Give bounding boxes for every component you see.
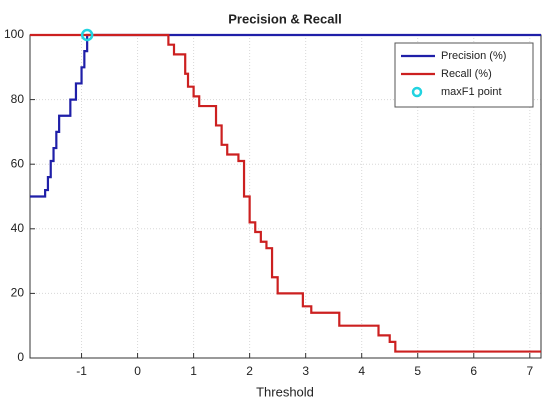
- x-tick-label: 0: [134, 364, 141, 378]
- x-tick-label: 4: [358, 364, 365, 378]
- y-tick-label: 60: [11, 156, 25, 170]
- x-tick-label: 1: [190, 364, 197, 378]
- x-tick-label: 5: [414, 364, 421, 378]
- y-tick-label: 0: [17, 350, 24, 364]
- marker-point: [80, 28, 94, 42]
- x-tick-label: 2: [246, 364, 253, 378]
- x-tick-label: 3: [302, 364, 309, 378]
- legend-label: Precision (%): [441, 50, 506, 62]
- legend-marker: [411, 86, 423, 98]
- legend-label: Recall (%): [441, 68, 492, 80]
- y-tick-label: 80: [11, 92, 25, 106]
- x-tick-label: 6: [470, 364, 477, 378]
- y-tick-label: 20: [11, 286, 25, 300]
- y-tick-label: 40: [11, 221, 25, 235]
- chart-title: Precision & Recall: [228, 11, 341, 26]
- legend-label: maxF1 point: [441, 86, 502, 98]
- series-line: [30, 33, 541, 353]
- y-tick-label: 100: [4, 27, 24, 41]
- x-tick-label: -1: [76, 364, 87, 378]
- x-axis-label: Threshold: [256, 384, 314, 399]
- x-tick-label: 7: [526, 364, 533, 378]
- series-line: [30, 33, 541, 198]
